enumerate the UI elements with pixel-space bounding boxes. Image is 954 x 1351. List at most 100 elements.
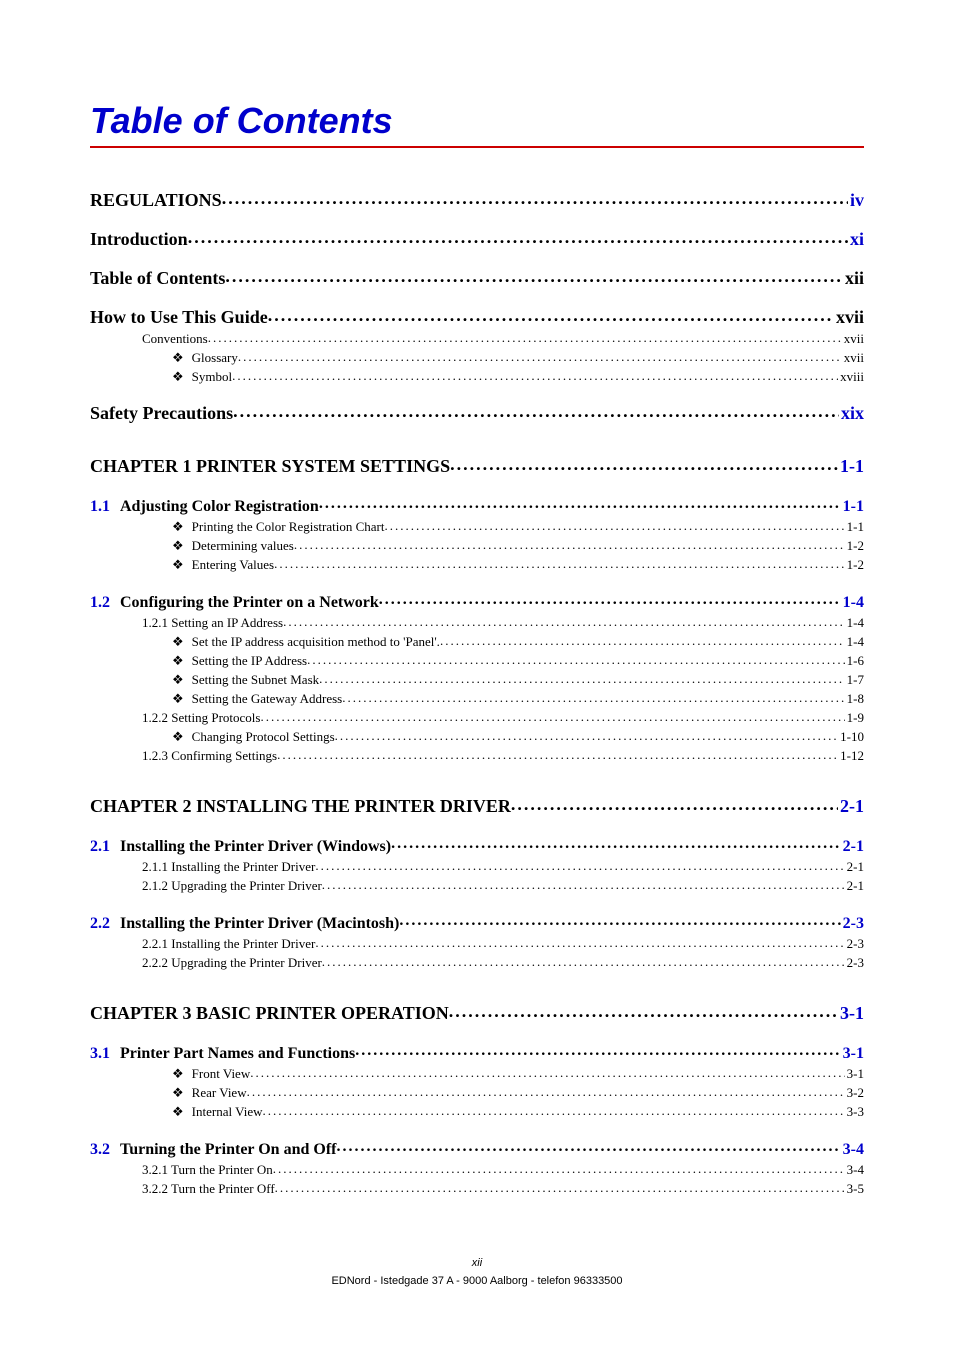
toc-leader: [384, 518, 844, 531]
toc-entry[interactable]: ❖Front View3-1: [90, 1065, 864, 1082]
toc-entry[interactable]: ❖Setting the Gateway Address1-8: [90, 690, 864, 707]
toc-label: Conventions: [142, 331, 208, 347]
toc-entry[interactable]: ❖Entering Values1-2: [90, 556, 864, 573]
toc-leader: [275, 1180, 845, 1193]
toc-bullet-icon: ❖: [172, 1066, 192, 1082]
toc-label: Internal View: [192, 1104, 263, 1120]
toc-page-number: 3-4: [845, 1162, 864, 1178]
toc-bullet-icon: ❖: [172, 691, 192, 707]
toc-entry[interactable]: REGULATIONSiv: [90, 188, 864, 211]
toc-bullet-icon: ❖: [172, 350, 192, 366]
toc-entry[interactable]: CHAPTER 3 BASIC PRINTER OPERATION3-1: [90, 1001, 864, 1024]
footer-line: EDNord - Istedgade 37 A - 9000 Aalborg -…: [90, 1275, 864, 1287]
toc-leader: [379, 591, 841, 607]
toc-label: Installing the Printer Driver (Macintosh…: [120, 915, 399, 933]
toc-page-number: 3-1: [838, 1003, 864, 1024]
toc-leader: [294, 537, 845, 550]
toc-entry[interactable]: 2.2Installing the Printer Driver (Macint…: [90, 912, 864, 933]
toc-leader: [273, 1161, 845, 1174]
toc-leader: [336, 1138, 840, 1154]
toc-leader: [208, 330, 842, 343]
toc-page-number: 2-3: [841, 915, 864, 933]
toc-page-number: 1-6: [845, 653, 864, 669]
toc-leader: [511, 794, 838, 812]
toc-entry[interactable]: 3.1Printer Part Names and Functions3-1: [90, 1042, 864, 1063]
toc-leader: [283, 614, 845, 627]
toc-entry[interactable]: How to Use This Guidexvii: [90, 305, 864, 328]
toc-bullet-icon: ❖: [172, 729, 192, 745]
toc-entry[interactable]: ❖Determining values1-2: [90, 537, 864, 554]
toc-page-number: 1-1: [838, 456, 864, 477]
toc-entry[interactable]: 1.2.1 Setting an IP Address1-4: [90, 614, 864, 631]
toc-entry[interactable]: ❖Setting the Subnet Mask1-7: [90, 671, 864, 688]
toc-page-number: 1-12: [838, 748, 864, 764]
toc-entry[interactable]: CHAPTER 2 INSTALLING THE PRINTER DRIVER2…: [90, 794, 864, 817]
toc-entry[interactable]: Introductionxi: [90, 227, 864, 250]
toc-entry[interactable]: 3.2Turning the Printer On and Off3-4: [90, 1138, 864, 1159]
toc-entry[interactable]: 1.2.2 Setting Protocols 1-9: [90, 709, 864, 726]
toc-page-number: 3-3: [845, 1104, 864, 1120]
toc-entry[interactable]: 2.2.2 Upgrading the Printer Driver2-3: [90, 954, 864, 971]
toc-label: 2.1.2 Upgrading the Printer Driver: [142, 878, 322, 894]
toc-entry[interactable]: ❖Rear View3-2: [90, 1084, 864, 1101]
toc-entry[interactable]: ❖Setting the IP Address1-6: [90, 652, 864, 669]
toc-leader: [319, 495, 841, 511]
toc-leader: [268, 305, 834, 323]
toc-leader: [440, 633, 845, 646]
toc-leader: [307, 652, 845, 665]
toc-label: 2.2.1 Installing the Printer Driver: [142, 936, 315, 952]
toc-bullet-icon: ❖: [172, 1104, 192, 1120]
toc-leader: [247, 1084, 845, 1097]
toc-bullet-icon: ❖: [172, 519, 192, 535]
toc-bullet-icon: ❖: [172, 672, 192, 688]
toc-page-number: 1-9: [845, 710, 864, 726]
toc-entry[interactable]: 3.2.1 Turn the Printer On 3-4: [90, 1161, 864, 1178]
toc-page-number: 1-7: [845, 672, 864, 688]
toc-label: 1.2.2 Setting Protocols: [142, 710, 260, 726]
toc-entry[interactable]: ❖Set the IP address acquisition method t…: [90, 633, 864, 650]
toc-entry[interactable]: ❖Printing the Color Registration Chart1-…: [90, 518, 864, 535]
toc-entry[interactable]: ❖Glossaryxvii: [90, 349, 864, 366]
toc-label: 2.1.1 Installing the Printer Driver: [142, 859, 315, 875]
toc-entry[interactable]: ❖Changing Protocol Settings1-10: [90, 728, 864, 745]
toc-section-number: 2.1: [90, 838, 120, 856]
toc-leader: [238, 349, 842, 362]
toc-entry[interactable]: 3.2.2 Turn the Printer Off3-5: [90, 1180, 864, 1197]
toc-leader: [277, 747, 838, 760]
toc-label: Printer Part Names and Functions: [120, 1045, 355, 1063]
toc-leader: [355, 1042, 840, 1058]
toc-entry[interactable]: 2.1.2 Upgrading the Printer Driver2-1: [90, 877, 864, 894]
toc-page-number: 2-1: [845, 859, 864, 875]
toc-label: Setting the IP Address: [192, 653, 307, 669]
page-footer: xii EDNord - Istedgade 37 A - 9000 Aalbo…: [90, 1257, 864, 1287]
toc-entry[interactable]: ❖Internal View 3-3: [90, 1103, 864, 1120]
toc-entry[interactable]: 1.1Adjusting Color Registration1-1: [90, 495, 864, 516]
toc-section-number: 1.1: [90, 498, 120, 516]
toc-entry[interactable]: Conventions xvii: [90, 330, 864, 347]
toc-entry[interactable]: 2.1Installing the Printer Driver (Window…: [90, 835, 864, 856]
toc-label: Glossary: [192, 350, 238, 366]
toc-page-number: 1-4: [841, 594, 864, 612]
toc-label: Safety Precautions: [90, 403, 233, 424]
page-container: Table of Contents REGULATIONSivIntroduct…: [0, 0, 954, 1337]
footer-page-number: xii: [90, 1257, 864, 1269]
toc-entry[interactable]: Safety Precautions xix: [90, 401, 864, 424]
toc-entry[interactable]: Table of Contentsxii: [90, 266, 864, 289]
toc-page-number: xii: [843, 268, 864, 289]
toc-label: Entering Values: [192, 557, 274, 573]
toc-entry[interactable]: 1.2.3 Confirming Settings1-12: [90, 747, 864, 764]
toc-leader: [260, 709, 844, 722]
toc-label: 3.2.1 Turn the Printer On: [142, 1162, 273, 1178]
toc-entry[interactable]: 2.2.1 Installing the Printer Driver2-3: [90, 935, 864, 952]
toc-leader: [262, 1103, 844, 1116]
toc-page-number: 1-2: [845, 557, 864, 573]
toc-page-number: 1-8: [845, 691, 864, 707]
toc-entry[interactable]: 1.2Configuring the Printer on a Network1…: [90, 591, 864, 612]
toc-entry[interactable]: 2.1.1 Installing the Printer Driver 2-1: [90, 858, 864, 875]
toc-label: CHAPTER 1 PRINTER SYSTEM SETTINGS: [90, 456, 450, 477]
toc-entry[interactable]: CHAPTER 1 PRINTER SYSTEM SETTINGS 1-1: [90, 454, 864, 477]
toc-page-number: xvii: [842, 331, 864, 347]
toc-bullet-icon: ❖: [172, 538, 192, 554]
toc-entry[interactable]: ❖Symbolxviii: [90, 368, 864, 385]
toc-page-number: xix: [839, 403, 864, 424]
